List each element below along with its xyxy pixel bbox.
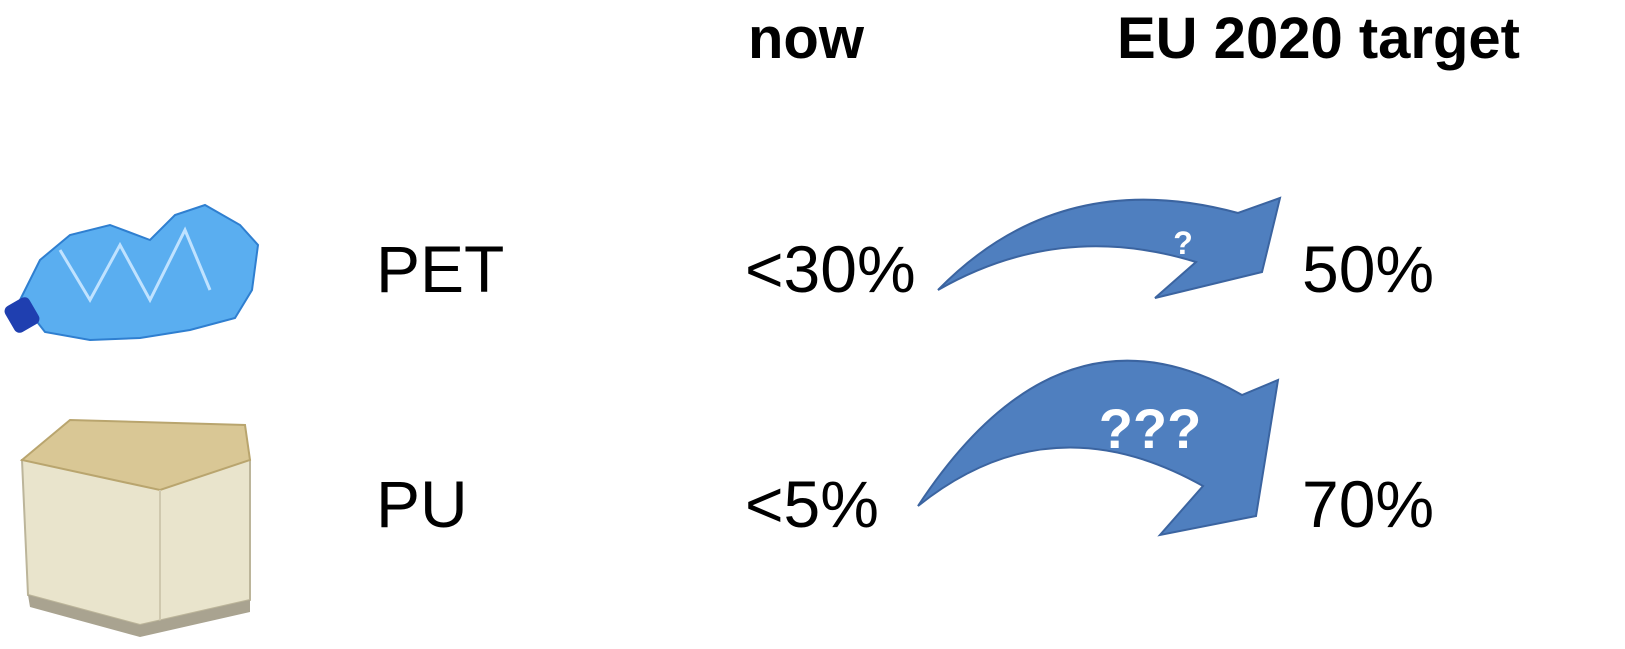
arrow-label: ??? xyxy=(1099,397,1202,460)
arrow xyxy=(917,359,1280,537)
arrow xyxy=(937,196,1282,299)
column-header: now xyxy=(748,6,865,71)
now-value: <5% xyxy=(745,467,879,541)
arrow-label: ? xyxy=(1173,225,1193,261)
column-header: EU 2020 target xyxy=(1117,6,1520,71)
bottle-image xyxy=(4,203,260,342)
row-label: PET xyxy=(376,232,504,306)
now-value: <30% xyxy=(745,232,916,306)
target-value: 70% xyxy=(1302,467,1434,541)
target-value: 50% xyxy=(1302,232,1434,306)
row-label: PU xyxy=(376,467,468,541)
foam-image xyxy=(19,418,252,637)
